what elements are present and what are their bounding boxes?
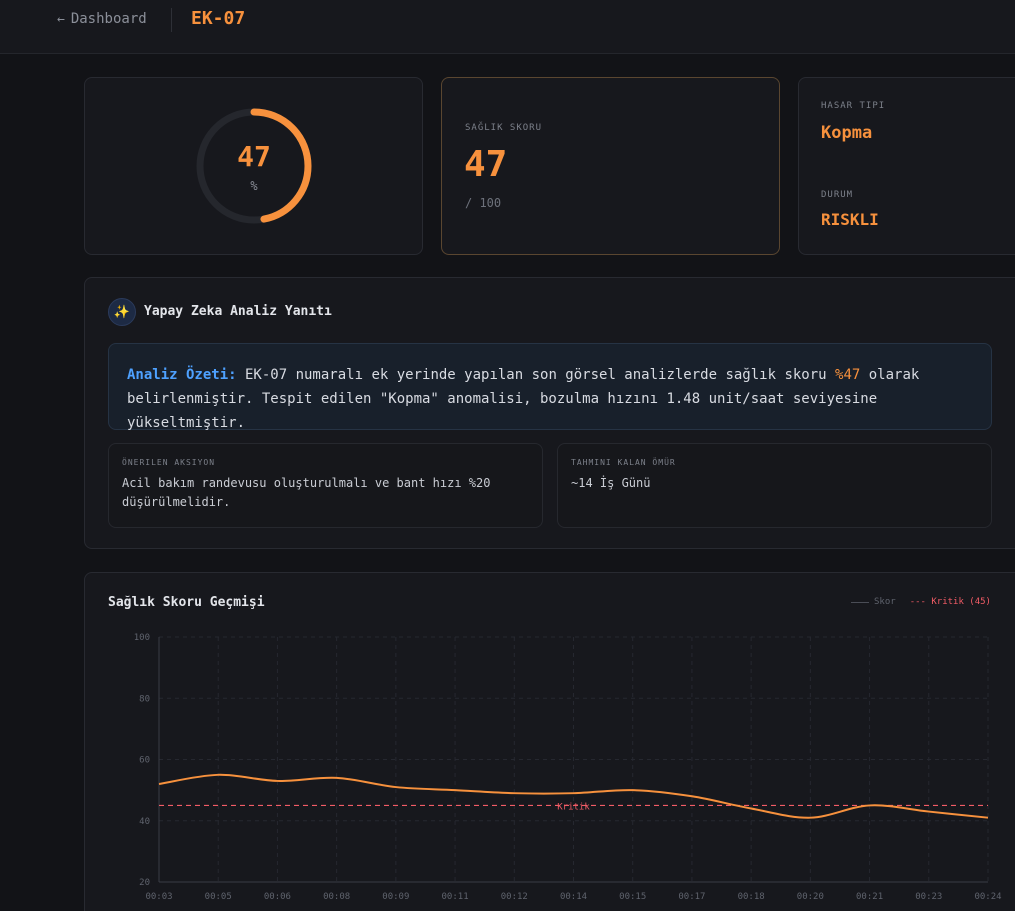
- status-label: DURUM: [821, 190, 854, 200]
- summary-text-part2: olarak belirlenmiştir. Tespit edilen "Ko…: [127, 367, 920, 431]
- x-tick-label: 00:18: [738, 892, 765, 902]
- legend-critical-label: --- Kritik (45): [909, 597, 991, 607]
- x-tick-label: 00:21: [856, 892, 883, 902]
- legend-score-swatch: [851, 601, 869, 603]
- x-tick-label: 00:20: [797, 892, 824, 902]
- gauge-fill: [196, 108, 312, 224]
- status-value: RISKLI: [821, 210, 879, 229]
- recommended-action-box: ÖNERILEN AKSIYON Acil bakım randevusu ol…: [108, 443, 543, 528]
- x-tick-label: 00:17: [678, 892, 705, 902]
- top-bar: ← Dashboard EK-07: [0, 0, 1015, 54]
- ai-analysis-card: ✨ Yapay Zeka Analiz Yanıtı Analiz Özeti:…: [84, 277, 1015, 549]
- health-history-chart: 100 80 60 40 20 00:03 00:05 00:06 00:08 00:09 00:1…: [134, 633, 1002, 902]
- critical-threshold-label: Kritik: [557, 802, 590, 812]
- x-tick-label: 00:08: [323, 892, 350, 902]
- summary-text-part1: EK-07 numaralı ek yerinde yapılan son gö…: [236, 367, 836, 383]
- score-label: SAĞLIK SKORU: [465, 123, 543, 133]
- x-tick-label: 00:14: [560, 892, 587, 902]
- asset-title: EK-07: [191, 8, 246, 29]
- score-card: SAĞLIK SKORU 47 / 100: [441, 77, 780, 255]
- gauge-value: 47: [237, 140, 271, 173]
- legend-score-label: Skor: [874, 597, 896, 607]
- chart-title: Sağlık Skoru Geçmişi: [108, 595, 265, 610]
- back-to-dashboard-link[interactable]: ← Dashboard: [57, 11, 147, 27]
- remaining-life-label: TAHMINI KALAN ÖMÜR: [571, 458, 676, 467]
- damage-type-label: HASAR TIPI: [821, 101, 886, 111]
- x-tick-label: 00:09: [382, 892, 409, 902]
- x-tick-label: 00:12: [501, 892, 528, 902]
- chart-legend: Skor --- Kritik (45): [851, 597, 991, 607]
- score-max: / 100: [465, 196, 502, 210]
- header-divider: [171, 8, 172, 32]
- sparkles-icon: ✨: [108, 298, 136, 326]
- score-value: 47: [464, 144, 508, 185]
- x-tick-label: 00:03: [145, 892, 172, 902]
- x-tick-label: 00:11: [442, 892, 469, 902]
- recommended-action-text: Acil bakım randevusu oluşturulmalı ve ba…: [122, 476, 491, 509]
- back-link-label: Dashboard: [70, 11, 147, 27]
- x-tick-label: 00:15: [619, 892, 646, 902]
- x-tick-label: 00:24: [974, 892, 1001, 902]
- summary-score-highlight: %47: [835, 367, 861, 383]
- summary-lead: Analiz Özeti:: [127, 367, 237, 383]
- y-tick-label: 60: [139, 756, 150, 766]
- x-tick-label: 00:05: [205, 892, 232, 902]
- arrow-left-icon: ←: [57, 11, 65, 27]
- ai-analysis-title: Yapay Zeka Analiz Yanıtı: [144, 304, 332, 319]
- x-tick-label: 00:23: [915, 892, 942, 902]
- health-history-card: Sağlık Skoru Geçmişi Skor --- Kritik (45…: [84, 572, 1015, 911]
- damage-type-value: Kopma: [821, 123, 873, 143]
- legend-score[interactable]: Skor: [851, 597, 896, 607]
- y-tick-label: 20: [139, 878, 150, 888]
- y-tick-label: 80: [139, 694, 150, 704]
- remaining-life-box: TAHMINI KALAN ÖMÜR ~14 İş Günü: [557, 443, 992, 528]
- recommended-action-label: ÖNERILEN AKSIYON: [122, 458, 216, 467]
- remaining-life-text: ~14 İş Günü: [571, 476, 651, 490]
- damage-info-card: HASAR TIPI Kopma DURUM RISKLI: [798, 77, 1015, 255]
- health-gauge: [196, 108, 312, 224]
- x-tick-label: 00:06: [264, 892, 291, 902]
- y-tick-label: 100: [134, 633, 150, 643]
- analysis-summary: Analiz Özeti: EK-07 numaralı ek yerinde …: [108, 343, 992, 431]
- y-tick-label: 40: [139, 817, 150, 827]
- gauge-card: 47 %: [84, 77, 423, 255]
- gauge-unit: %: [250, 179, 258, 193]
- legend-critical[interactable]: --- Kritik (45): [910, 597, 991, 607]
